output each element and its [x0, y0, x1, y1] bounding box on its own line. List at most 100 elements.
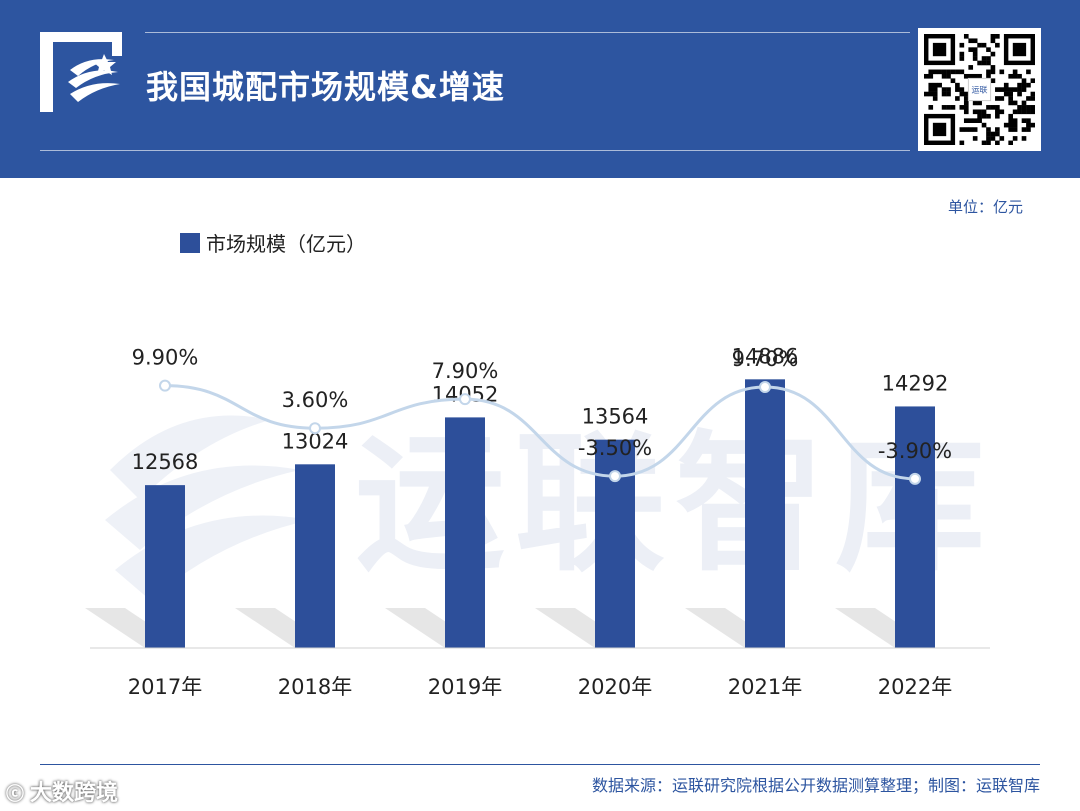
qr-module [972, 38, 978, 44]
header-rule-bottom [40, 150, 910, 151]
growth-point [909, 472, 921, 485]
qr-module [999, 87, 1005, 92]
qr-module [972, 136, 978, 141]
qr-module [986, 113, 991, 119]
qr-module [963, 105, 969, 110]
qr-module [986, 47, 991, 52]
qr-module [959, 56, 965, 61]
qr-module [928, 69, 934, 75]
qr-module [959, 140, 965, 145]
qr-module [932, 96, 938, 101]
qr-module [941, 87, 947, 92]
qr-module [995, 87, 1000, 92]
qr-module [977, 73, 982, 79]
qr-module [995, 113, 1000, 119]
title-bracket-decoration [40, 32, 122, 42]
qr-module [986, 73, 991, 79]
qr-module [995, 96, 1000, 101]
qr-module [990, 131, 996, 137]
growth-rate-label: -3.50% [578, 436, 652, 460]
qr-module [1030, 78, 1035, 84]
qr-module [1012, 109, 1018, 115]
bar-2022年 [895, 406, 935, 648]
qr-module [1021, 118, 1027, 123]
qr-module [937, 82, 942, 88]
swoosh-logo-icon [64, 52, 124, 112]
qr-module [968, 127, 974, 132]
x-tick-label: 2019年 [428, 675, 502, 699]
qr-module [1030, 105, 1035, 110]
qr-module [946, 69, 951, 75]
qr-module [955, 96, 960, 101]
qr-module [1021, 105, 1027, 110]
qr-module [1008, 87, 1013, 92]
qr-module [968, 38, 974, 44]
qr-module [959, 87, 965, 92]
qr-module [959, 127, 965, 132]
qr-module [1012, 87, 1018, 92]
bar-2018年 [295, 464, 335, 648]
growth-rate-line [164, 384, 916, 481]
qr-module [1017, 73, 1022, 79]
qr-module [977, 100, 982, 106]
qr-module [1012, 73, 1018, 79]
qr-module [1008, 122, 1013, 128]
footer-rule [40, 764, 1040, 765]
qr-module [963, 118, 969, 123]
growth-point [309, 422, 321, 435]
qr-module [1012, 122, 1018, 128]
qr-module [932, 42, 947, 57]
bar-2019年 [445, 417, 485, 648]
qr-module [924, 73, 929, 79]
qr-module [1026, 96, 1031, 101]
qr-module [1026, 122, 1031, 128]
x-tick-label: 2021年 [728, 675, 802, 699]
legend-swatch [180, 232, 200, 253]
qr-module [928, 87, 934, 92]
qr-module [1012, 69, 1018, 75]
qr-module [1008, 140, 1013, 145]
qr-module [981, 140, 987, 145]
qr-module [928, 82, 934, 88]
bar-2021年 [745, 379, 785, 648]
qr-module [1012, 118, 1018, 123]
qr-module [972, 109, 978, 115]
qr-module [932, 91, 938, 97]
qr-module [999, 136, 1005, 141]
qr-module [972, 56, 978, 61]
qr-module [950, 105, 956, 110]
qr-module [990, 136, 996, 141]
qr-module [1026, 127, 1031, 132]
qr-module [986, 56, 991, 61]
qr-module [950, 78, 956, 84]
brand-text: 大数跨境 [30, 781, 119, 806]
qr-module [1021, 78, 1027, 84]
qr-module [977, 113, 982, 119]
bar-value-label: 13564 [582, 405, 649, 429]
qr-module [981, 113, 987, 119]
qr-module [1021, 82, 1027, 88]
qr-module [950, 69, 956, 75]
header-rule-top [145, 32, 910, 33]
brand-watermark: ⓒ 大数跨境 [6, 775, 118, 807]
qr-module [986, 127, 991, 132]
qr-module [1030, 96, 1035, 101]
qr-module [1026, 105, 1031, 110]
qr-module [1021, 136, 1027, 141]
bar-value-label: 14292 [882, 371, 949, 395]
qr-module [977, 42, 982, 48]
qr-module [1017, 82, 1022, 88]
qr-module [1008, 113, 1013, 119]
qr-module [963, 96, 969, 101]
qr-module [990, 69, 996, 75]
qr-module [999, 69, 1005, 75]
qr-module [928, 73, 934, 79]
qr-module [928, 105, 934, 110]
qr-module [946, 73, 951, 79]
qr-module [981, 60, 987, 66]
qr-module [986, 60, 991, 66]
qr-module [986, 131, 991, 137]
qr-module [1017, 91, 1022, 97]
qr-module [968, 118, 974, 123]
qr-module [990, 51, 996, 57]
